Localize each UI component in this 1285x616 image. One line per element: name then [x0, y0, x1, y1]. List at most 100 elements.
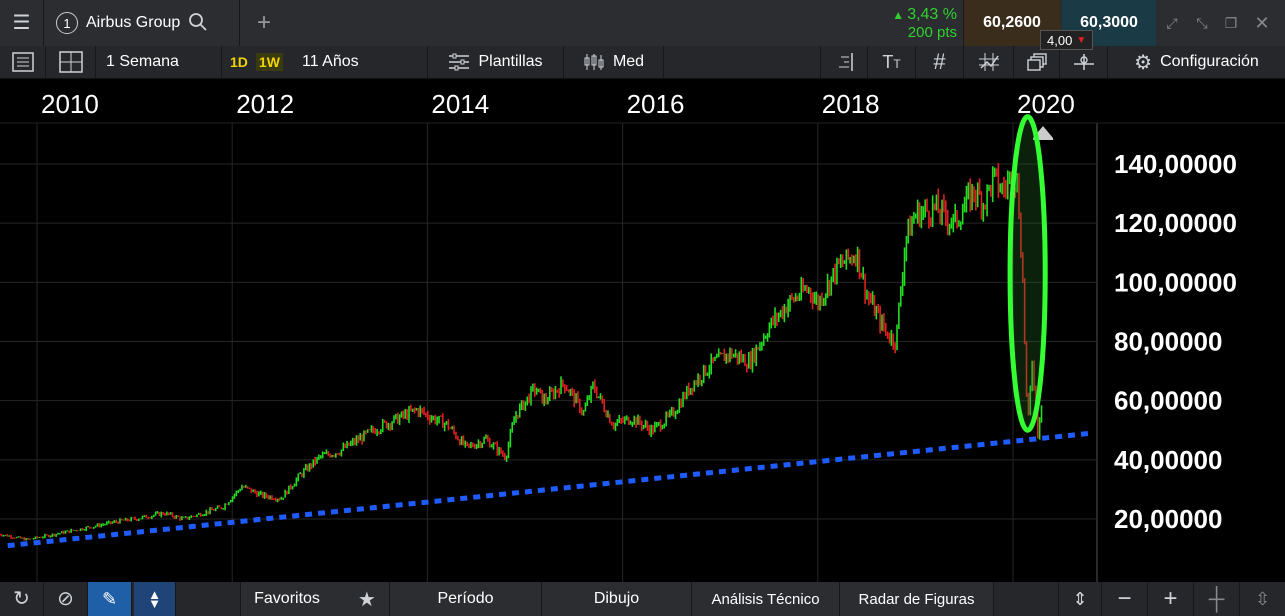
fit-arrows-icon: ⇕ — [1072, 589, 1088, 609]
period-label: 1 Semana — [106, 53, 179, 70]
highlight-ellipse — [1007, 114, 1048, 433]
hash-grid-icon: # — [933, 49, 946, 74]
templates-button[interactable]: Plantillas — [428, 46, 564, 78]
add-tab-button[interactable]: + — [240, 0, 288, 46]
period-dropdown[interactable]: 1 Semana — [96, 46, 222, 78]
list-button[interactable] — [0, 46, 46, 78]
grid-toggle-button[interactable]: # — [916, 46, 964, 78]
interval-buttons: 1D 1W — [222, 46, 290, 78]
fullscreen-button[interactable]: ⤢ — [1156, 0, 1188, 46]
up-down-arrows-icon: ▲ ▼ — [148, 587, 161, 611]
copy-layers-button[interactable] — [1014, 46, 1060, 78]
bid-price: 60,2600 — [983, 14, 1041, 31]
clear-button[interactable]: ⊘ — [44, 582, 88, 616]
change-points: 200 pts — [907, 23, 957, 41]
instrument-name: Airbus Group — [86, 14, 181, 31]
layout-button[interactable] — [46, 46, 96, 78]
draw-toggle-button[interactable]: ✎ — [88, 582, 132, 616]
compress-button[interactable]: ⇳ — [1240, 582, 1285, 616]
instrument-tab[interactable]: 1 Airbus Group — [44, 0, 240, 46]
y-tick-label: 100,00000 — [1114, 267, 1237, 297]
search-icon[interactable] — [188, 12, 208, 35]
crosshair-toggle-button[interactable]: ┼ — [1194, 582, 1240, 616]
candles-icon — [584, 54, 604, 70]
bottom-toolbar: ↻ ⊘ ✎ ▲ ▼ Favoritos ★ Período Dibujo Anál… — [0, 582, 1285, 616]
minus-icon: − — [1117, 585, 1132, 612]
maximize-icon: ⤡ — [1196, 15, 1208, 31]
technical-analysis-menu[interactable]: Análisis Técnico — [692, 582, 840, 616]
x-tick-label: 2010 — [41, 89, 99, 119]
period-menu[interactable]: Período — [390, 582, 542, 616]
range-label: 11 Años — [302, 53, 359, 70]
y-tick-label: 140,00000 — [1114, 149, 1237, 179]
right-align-button[interactable] — [820, 46, 868, 78]
y-tick-label: 120,00000 — [1114, 208, 1237, 238]
layers-icon — [1026, 53, 1047, 71]
spread-badge: 4,00 ▼ — [1040, 30, 1094, 50]
menu-button[interactable]: ☰ — [0, 0, 44, 46]
font-size-button[interactable]: TT — [868, 46, 916, 78]
sell-price-button[interactable]: 60,2600 — [964, 0, 1060, 46]
range-dropdown[interactable]: 11 Años — [290, 46, 428, 78]
y-tick-label: 80,00000 — [1114, 327, 1222, 357]
compress-icon: ⇳ — [1254, 589, 1271, 609]
zoom-out-button[interactable]: − — [1102, 582, 1148, 616]
window-icon: ❐ — [1224, 15, 1238, 31]
ask-price: 60,3000 — [1080, 14, 1138, 31]
x-tick-label: 2014 — [431, 89, 489, 119]
list-icon — [11, 52, 34, 72]
sort-toggle-button[interactable]: ▲ ▼ — [134, 582, 176, 616]
pin-icon — [1073, 54, 1094, 70]
interval-1w-button[interactable]: 1W — [255, 53, 283, 71]
pattern-radar-label: Radar de Figuras — [858, 590, 975, 608]
text-size-icon: TT — [882, 51, 901, 72]
favorites-menu[interactable]: Favoritos ★ — [240, 582, 390, 616]
pin-button[interactable] — [1060, 46, 1108, 78]
close-button[interactable]: ✕ — [1246, 0, 1278, 46]
refresh-icon: ↻ — [13, 588, 30, 610]
up-arrow-icon: ▲ — [892, 7, 905, 22]
spread-value: 4,00 — [1047, 32, 1073, 48]
favorites-label: Favoritos — [254, 590, 320, 607]
crosshair-chart-icon — [978, 53, 999, 71]
maximize-button[interactable]: ⤡ — [1188, 0, 1216, 46]
studies-button[interactable]: Med — [564, 46, 664, 78]
pencil-icon: ✎ — [101, 589, 118, 609]
star-icon: ★ — [357, 588, 376, 611]
x-tick-label: 2020 — [1017, 89, 1075, 119]
interval-1d-button[interactable]: 1D — [230, 54, 248, 70]
x-tick-label: 2018 — [822, 89, 880, 119]
instrument-number-badge: 1 — [56, 12, 78, 34]
plus-icon: + — [1163, 585, 1178, 612]
settings-label: Configuración — [1160, 53, 1259, 70]
gear-icon: ⚙ — [1134, 51, 1153, 74]
templates-label: Plantillas — [478, 53, 543, 70]
drawing-menu[interactable]: Dibujo — [542, 582, 692, 616]
studies-label: Med — [612, 53, 645, 70]
refresh-button[interactable]: ↻ — [0, 582, 44, 616]
x-tick-label: 2016 — [627, 89, 685, 119]
prohibit-icon: ⊘ — [57, 588, 74, 610]
down-arrow-icon: ▼ — [1076, 34, 1087, 46]
support-trendline — [7, 430, 1092, 549]
change-percent: 3,43 % — [907, 5, 957, 23]
align-right-icon — [839, 53, 853, 71]
y-tick-label: 60,00000 — [1114, 386, 1222, 416]
fit-vertical-button[interactable]: ⇕ — [1058, 582, 1102, 616]
settings-button[interactable]: ⚙ Configuración — [1108, 46, 1285, 78]
grid-layout-icon — [58, 51, 83, 73]
detach-button[interactable]: ❐ — [1216, 0, 1246, 46]
crosshair-button[interactable] — [964, 46, 1014, 78]
y-tick-label: 20,00000 — [1114, 504, 1222, 534]
zoom-in-button[interactable]: + — [1148, 582, 1194, 616]
pattern-radar-menu[interactable]: Radar de Figuras — [840, 582, 994, 616]
top-bar: ☰ 1 Airbus Group + ▲ 3,43 % 200 pts 60,2… — [0, 0, 1285, 50]
expand-icon: ⤢ — [1166, 15, 1178, 31]
chart-toolbar: 1 Semana 1D 1W 11 Años Plantillas Med TT… — [0, 46, 1285, 79]
crosshair-icon: ┼ — [1208, 586, 1225, 611]
period-menu-label: Período — [437, 590, 494, 607]
plus-icon: + — [256, 9, 271, 36]
price-chart[interactable]: 2010 2012 2014 2016 2018 2020 20,00000 40,0000… — [0, 78, 1285, 582]
sliders-icon — [449, 53, 470, 71]
drawing-menu-label: Dibujo — [593, 590, 640, 607]
